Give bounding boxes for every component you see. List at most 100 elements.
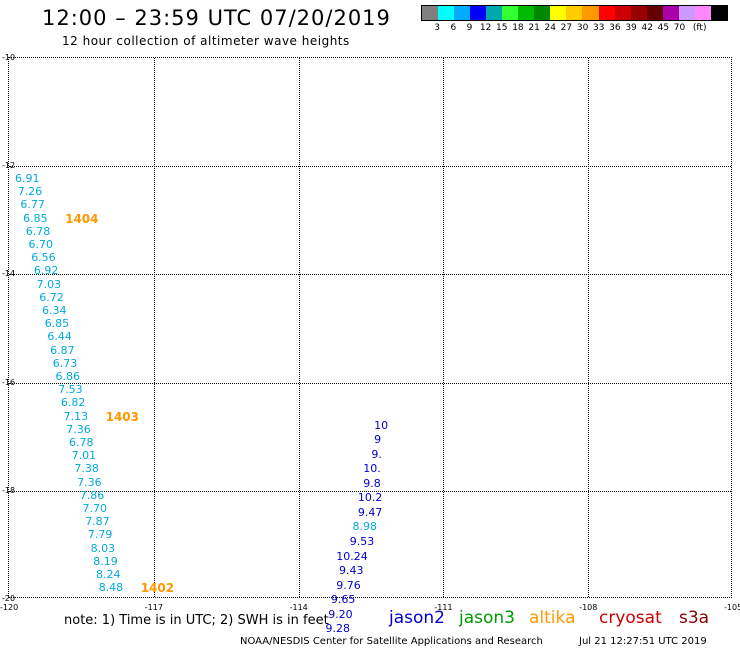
wave-height-label: 9.47 [357, 505, 383, 519]
latitude-label: -20 [2, 594, 16, 603]
footnote: note: 1) Time is in UTC; 2) SWH is in fe… [64, 613, 329, 628]
color-scale-label: 42 [641, 23, 653, 33]
color-scale-labels: 3 6 9 12 15 18 21 24 27 30 33 36 39 42 45 70 (ft) [421, 21, 728, 35]
color-scale-swatch [646, 6, 663, 20]
latitude-gridline [9, 166, 731, 168]
color-scale-label: 27 [560, 23, 573, 33]
color-scale-label: 24 [544, 23, 556, 33]
longitude-label: -111 [434, 603, 453, 612]
wave-height-label: 7.86 [79, 488, 105, 502]
color-scale-label: 21 [528, 23, 540, 33]
longitude-label: -117 [144, 603, 163, 612]
latitude-label: -16 [2, 377, 16, 387]
wave-height-label: 9.53 [349, 535, 375, 548]
wave-height-label: 7.01 [71, 449, 97, 463]
wave-height-label: 6.72 [39, 290, 64, 304]
wave-height-label: 10.24 [336, 549, 368, 563]
wave-height-label: 6.92 [33, 264, 59, 278]
color-scale-swatch [454, 6, 471, 20]
color-scale-label: 18 [512, 23, 524, 33]
wave-height-label: 6.34 [42, 304, 67, 317]
wave-height-label: 7.26 [17, 185, 43, 199]
color-scale-swatch [598, 6, 615, 20]
color-scale-swatch [662, 6, 679, 20]
wave-height-label: 7.36 [66, 422, 91, 436]
color-scale-swatch [470, 6, 487, 20]
wave-height-label: 6.77 [20, 198, 45, 212]
color-scale-swatch [486, 6, 503, 20]
wave-height-label: 6.78 [25, 224, 51, 238]
credit-line: NOAA/NESDIS Center for Satellite Applica… [240, 636, 543, 647]
wave-height-label: 7.36 [77, 475, 102, 489]
color-scale-swatch [518, 6, 535, 20]
wave-height-label: 6.85 [23, 211, 48, 225]
wave-height-label: 6.70 [28, 238, 54, 251]
wave-height-label: 8.03 [90, 541, 116, 555]
wave-height-label: 6.78 [69, 436, 94, 449]
longitude-label: -114 [289, 603, 308, 612]
wave-height-label: 9.8 [363, 476, 381, 490]
longitude-label: -120 [0, 603, 19, 612]
color-scale-label: 30 [576, 23, 589, 33]
wave-height-label: 9.76 [336, 578, 361, 592]
color-scale-label: 70 [673, 23, 686, 33]
wave-height-label: 6.56 [31, 251, 56, 265]
latitude-gridline [9, 382, 731, 384]
wave-height-label: 7.79 [87, 528, 113, 542]
color-scale-swatch [550, 6, 567, 20]
wave-height-label: 9.43 [339, 564, 364, 578]
legend-item-s3a: s3a [679, 608, 710, 628]
longitude-gridline [443, 58, 445, 597]
wave-height-label: 6.86 [55, 370, 81, 383]
latitude-gridline [9, 490, 731, 492]
color-scale-swatch [614, 6, 631, 20]
color-scale-label: 33 [593, 23, 605, 33]
wave-height-label: 6.91 [15, 172, 40, 185]
wave-height-label: 7.53 [58, 383, 83, 397]
pass-time-label: 1404 [65, 211, 99, 226]
color-scale-swatch [422, 6, 439, 20]
wave-height-label: 6.85 [44, 317, 70, 331]
wave-height-label: 6.73 [52, 356, 78, 370]
color-scale-swatch [694, 6, 711, 20]
page-title: 12:00 – 23:59 UTC 07/20/2019 [42, 6, 391, 30]
wave-height-label: 7.38 [74, 462, 99, 476]
wave-height-label: 9.65 [330, 593, 356, 607]
color-scale-label: 15 [496, 23, 508, 33]
wave-height-label: 9. [371, 447, 382, 461]
wave-height-label: 7.13 [63, 409, 89, 423]
latitude-label: -14 [2, 269, 16, 279]
color-scale-swatch [438, 6, 455, 20]
legend-item-jason3: jason3 [459, 608, 515, 628]
latitude-label: -18 [2, 485, 16, 495]
longitude-label: -108 [579, 603, 598, 612]
color-scale-swatch [678, 6, 695, 20]
wave-height-label: 6.44 [47, 330, 72, 344]
latitude-label: -10 [2, 53, 16, 62]
color-scale-label: 3 [434, 23, 441, 33]
wave-height-label: 10. [363, 462, 381, 476]
color-scale-swatch [630, 6, 647, 20]
wave-height-label: 9 [374, 433, 382, 447]
color-scale-swatch [534, 6, 551, 20]
pass-time-label: 1403 [105, 409, 139, 424]
latitude-label: -12 [2, 161, 16, 171]
wave-height-label: 10 [374, 418, 389, 432]
longitude-gridline [588, 58, 590, 597]
wave-height-label: 10.2 [357, 491, 383, 505]
longitude-gridline [298, 58, 300, 597]
wave-height-label: 9.20 [328, 607, 353, 621]
legend-item-jason2: jason2 [389, 608, 445, 628]
color-scale-label: 12 [479, 23, 492, 33]
longitude-label: -105 [724, 603, 740, 612]
wave-height-label: 8.48 [98, 581, 124, 595]
longitude-gridline [153, 58, 155, 597]
color-scale-swatch [566, 6, 583, 20]
color-scale-label: 39 [625, 23, 637, 33]
wave-height-label: 7.87 [85, 515, 110, 529]
wave-height-label: 8.24 [96, 568, 121, 581]
latitude-gridline [9, 274, 731, 276]
legend-item-cryosat: cryosat [599, 608, 662, 628]
color-scale-label: 6 [450, 23, 457, 33]
wave-height-label: 6.82 [60, 396, 86, 410]
